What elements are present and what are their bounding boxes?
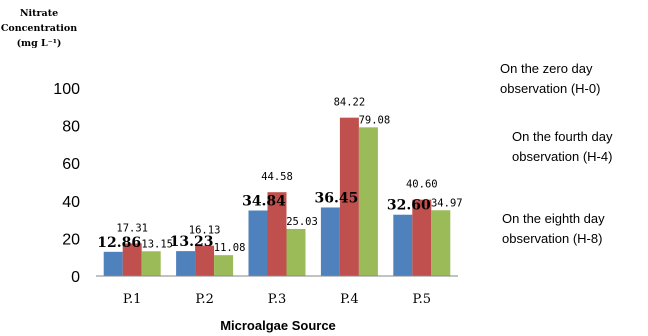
bar-P1-series-2 — [122, 243, 142, 276]
x-tick-label: P.2 — [195, 292, 214, 307]
value-label: 44.58 — [261, 171, 293, 183]
value-label: 12.86 — [97, 235, 141, 251]
bars — [103, 117, 451, 277]
legend-entry-series-3: On the eighth day observation (H-8) — [502, 211, 605, 246]
legend-label: observation (H-4) — [512, 149, 612, 164]
y-tick-label: 0 — [71, 269, 80, 286]
bar-P2-series-3 — [214, 255, 234, 276]
bar-P3-series-2 — [267, 192, 287, 276]
value-label: 36.45 — [314, 190, 358, 206]
bar-P3-series-3 — [286, 228, 306, 276]
legend-entry-series-2: On the fourth day observation (H-4) — [512, 129, 613, 164]
value-label: 32.60 — [387, 198, 431, 214]
y-axis-title-line-1: Nitrate — [20, 8, 58, 19]
bar-P2-series-2 — [195, 245, 215, 276]
bar-P2-series-1 — [176, 251, 196, 276]
value-label: 11.08 — [214, 242, 246, 254]
y-axis-title-line-3: (mg L⁻¹) — [17, 38, 62, 49]
value-label: 34.84 — [242, 194, 286, 210]
bar-P1-series-3 — [141, 251, 161, 276]
y-axis-title-line-2: Concentration — [1, 23, 77, 34]
y-axis-title: Nitrate Concentration (mg L⁻¹) — [1, 8, 77, 49]
value-label: 84.22 — [334, 97, 366, 109]
value-label: 16.13 — [189, 225, 221, 237]
bar-P3-series-1 — [248, 210, 268, 276]
value-label: 13.23 — [170, 234, 214, 250]
x-axis-ticks: P.1 P.2 P.3 P.4 P.5 — [123, 292, 431, 307]
bar-P5-series-3 — [431, 210, 451, 276]
x-tick-label: P.4 — [340, 292, 359, 307]
legend-entry-series-1: On the zero day observation (H-0) — [500, 61, 600, 96]
y-tick-label: 60 — [62, 156, 80, 173]
y-tick-label: 100 — [53, 81, 80, 98]
bar-P5-series-1 — [393, 214, 413, 276]
legend-label: On the fourth day — [512, 129, 613, 144]
bar-P5-series-2 — [412, 199, 432, 276]
legend: On the zero day observation (H-0) On the f… — [500, 61, 613, 246]
legend-label: On the zero day — [500, 61, 593, 76]
y-tick-label: 20 — [62, 231, 80, 248]
x-tick-label: P.3 — [268, 292, 287, 307]
value-label: 25.03 — [286, 216, 318, 228]
value-label: 13.15 — [141, 238, 173, 250]
value-label: 40.60 — [406, 179, 438, 191]
y-tick-label: 40 — [62, 194, 80, 211]
y-tick-label: 80 — [62, 119, 80, 136]
x-tick-label: P.5 — [413, 292, 432, 307]
value-label: 79.08 — [359, 114, 391, 126]
bar-P4-series-2 — [339, 117, 359, 276]
y-axis-ticks: 0 20 40 60 80 100 — [53, 81, 80, 286]
legend-label: On the eighth day — [502, 211, 605, 226]
legend-label: observation (H-8) — [502, 231, 602, 246]
bar-P1-series-1 — [103, 251, 123, 276]
value-label: 34.97 — [431, 197, 463, 209]
bar-P4-series-1 — [320, 207, 340, 276]
bar-P4-series-3 — [358, 127, 378, 277]
x-tick-label: P.1 — [123, 292, 142, 307]
legend-label: observation (H-0) — [500, 81, 600, 96]
value-label: 17.31 — [116, 222, 148, 234]
x-axis-title: Microalgae Source — [220, 318, 336, 333]
